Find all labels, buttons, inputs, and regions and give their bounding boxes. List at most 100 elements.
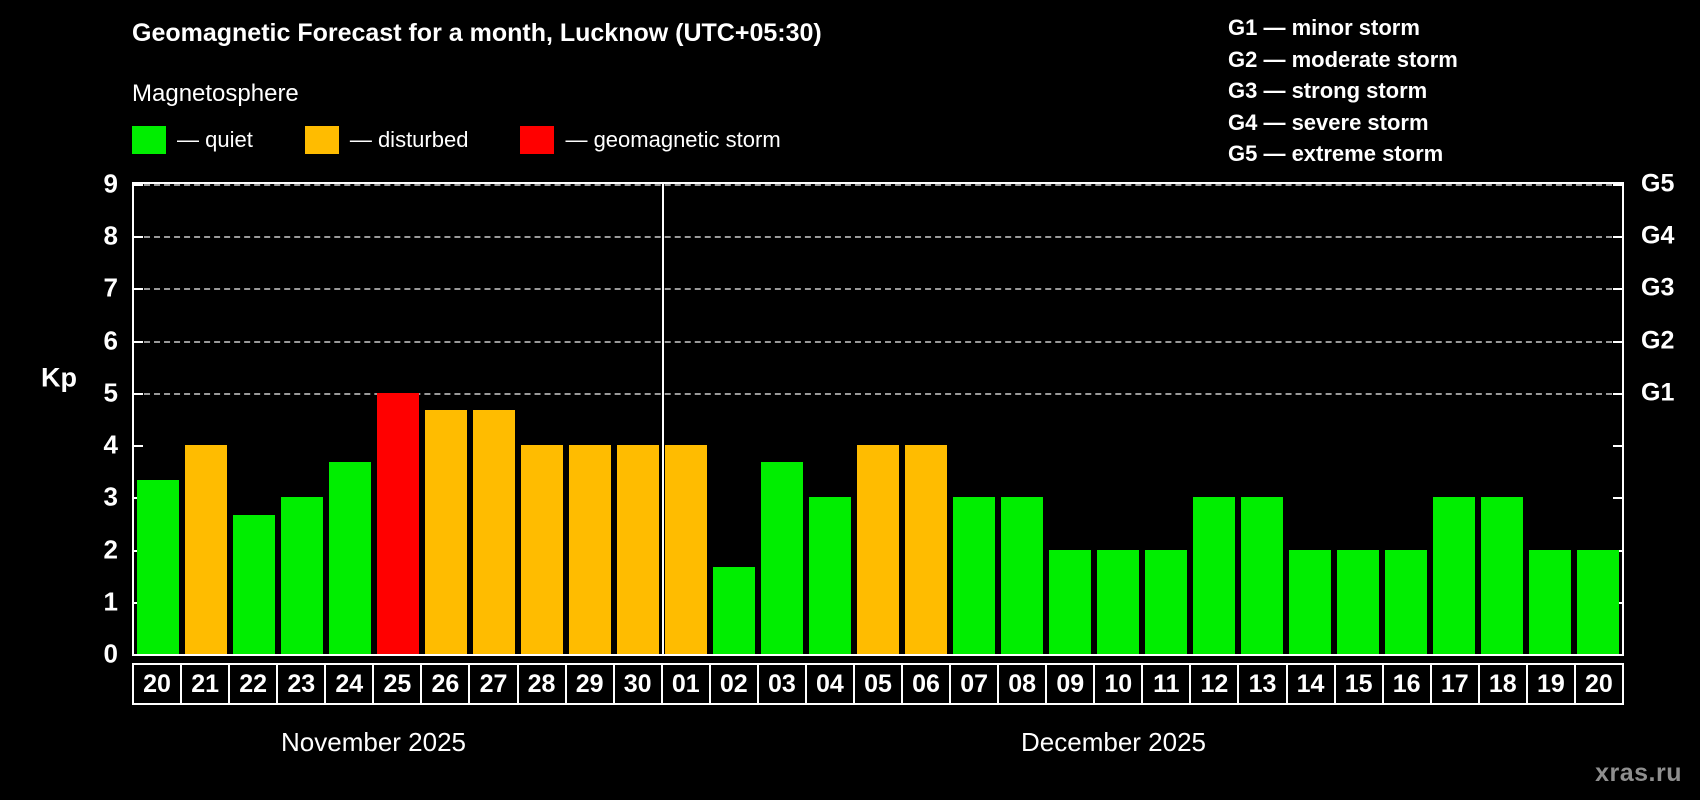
bar-27[interactable] <box>473 410 515 654</box>
bar-04[interactable] <box>809 497 851 654</box>
bar-slot[interactable] <box>1286 184 1334 654</box>
date-cell[interactable]: 12 <box>1191 665 1240 703</box>
bar-30[interactable] <box>617 445 659 654</box>
bar-slot[interactable] <box>278 184 326 654</box>
date-cell[interactable]: 16 <box>1384 665 1432 703</box>
date-cell[interactable]: 09 <box>1047 665 1096 703</box>
bar-slot[interactable] <box>374 184 422 654</box>
bar-slot[interactable] <box>326 184 374 654</box>
bar-slot[interactable] <box>518 184 566 654</box>
date-cell[interactable]: 27 <box>470 665 519 703</box>
bar-slot[interactable] <box>902 184 950 654</box>
bar-26[interactable] <box>425 410 467 654</box>
bar-01[interactable] <box>665 445 707 654</box>
g-legend-line-g5: G5 — extreme storm <box>1228 141 1444 166</box>
bar-11[interactable] <box>1145 549 1187 654</box>
date-cell[interactable]: 11 <box>1143 665 1192 703</box>
bar-slot[interactable] <box>134 184 182 654</box>
bar-12[interactable] <box>1193 497 1235 654</box>
date-cell[interactable]: 07 <box>951 665 1000 703</box>
date-cell[interactable]: 05 <box>855 665 903 703</box>
y-axis-tick-label: 6 <box>103 325 118 356</box>
date-cell[interactable]: 23 <box>278 665 327 703</box>
bar-29[interactable] <box>569 445 611 654</box>
date-cell[interactable]: 24 <box>326 665 375 703</box>
date-cell[interactable]: 20 <box>1585 669 1613 698</box>
bar-23[interactable] <box>281 497 323 654</box>
bar-slot[interactable] <box>1094 184 1142 654</box>
date-cell[interactable]: 29 <box>567 665 615 703</box>
date-cell[interactable]: 14 <box>1288 665 1336 703</box>
bar-13[interactable] <box>1241 497 1283 654</box>
gridline <box>134 288 1622 291</box>
bar-09[interactable] <box>1049 549 1091 654</box>
date-cell[interactable]: 03 <box>759 665 807 703</box>
date-cell[interactable]: 06 <box>903 665 952 703</box>
bar-18[interactable] <box>1481 497 1523 654</box>
bar-17[interactable] <box>1433 497 1475 654</box>
bar-slot[interactable] <box>1478 184 1526 654</box>
bar-slot[interactable] <box>758 184 806 654</box>
bar-slot[interactable] <box>950 184 998 654</box>
bar-28[interactable] <box>521 445 563 654</box>
bar-slot[interactable] <box>182 184 230 654</box>
bar-slot[interactable] <box>422 184 470 654</box>
bar-slot[interactable] <box>1238 184 1286 654</box>
bar-slot[interactable] <box>470 184 518 654</box>
bar-21[interactable] <box>185 445 227 654</box>
bar-slot[interactable] <box>1430 184 1478 654</box>
bar-slot[interactable] <box>1526 184 1574 654</box>
date-cell[interactable]: 13 <box>1239 665 1288 703</box>
bar-07[interactable] <box>953 497 995 654</box>
date-cell[interactable]: 08 <box>999 665 1048 703</box>
date-cell[interactable]: 04 <box>807 665 855 703</box>
axis-tick <box>1613 288 1622 291</box>
date-cell[interactable]: 19 <box>1528 665 1576 703</box>
bar-16[interactable] <box>1385 549 1427 654</box>
date-cell[interactable]: 01 <box>663 665 711 703</box>
date-cell[interactable]: 25 <box>374 665 423 703</box>
date-cell[interactable]: 10 <box>1095 665 1144 703</box>
legend-swatch-quiet-icon <box>132 126 166 154</box>
bar-03[interactable] <box>761 462 803 654</box>
bar-05[interactable] <box>857 445 899 654</box>
bar-slot[interactable] <box>230 184 278 654</box>
bar-25[interactable] <box>377 392 419 654</box>
bar-slot[interactable] <box>998 184 1046 654</box>
date-cell[interactable]: 21 <box>182 665 231 703</box>
bar-slot[interactable] <box>806 184 854 654</box>
bar-slot[interactable] <box>1334 184 1382 654</box>
date-cell[interactable]: 02 <box>711 665 759 703</box>
bar-slot[interactable] <box>1046 184 1094 654</box>
y-axis-tick-label: 9 <box>103 168 118 199</box>
bar-22[interactable] <box>233 514 275 654</box>
date-cell[interactable]: 22 <box>230 665 279 703</box>
bar-24[interactable] <box>329 462 371 654</box>
bar-slot[interactable] <box>662 184 710 654</box>
bar-slot[interactable] <box>614 184 662 654</box>
bar-slot[interactable] <box>1142 184 1190 654</box>
bar-slot[interactable] <box>566 184 614 654</box>
bar-14[interactable] <box>1289 549 1331 654</box>
axis-tick <box>1613 497 1622 500</box>
bar-slot[interactable] <box>1574 184 1622 654</box>
bar-08[interactable] <box>1001 497 1043 654</box>
bar-15[interactable] <box>1337 549 1379 654</box>
bar-20[interactable] <box>1577 549 1619 654</box>
bar-02[interactable] <box>713 566 755 654</box>
date-cell[interactable]: 28 <box>519 665 567 703</box>
date-cell[interactable]: 20 <box>134 665 183 703</box>
date-cell[interactable]: 17 <box>1432 665 1480 703</box>
bar-slot[interactable] <box>1190 184 1238 654</box>
date-cell[interactable]: 18 <box>1480 665 1528 703</box>
date-cell[interactable]: 26 <box>422 665 471 703</box>
bar-slot[interactable] <box>710 184 758 654</box>
date-cell[interactable]: 15 <box>1336 665 1384 703</box>
bar-10[interactable] <box>1097 549 1139 654</box>
bar-06[interactable] <box>905 445 947 654</box>
bar-slot[interactable] <box>1382 184 1430 654</box>
date-cell[interactable]: 30 <box>615 665 663 703</box>
bar-19[interactable] <box>1529 549 1571 654</box>
bar-20[interactable] <box>137 480 179 654</box>
bar-slot[interactable] <box>854 184 902 654</box>
